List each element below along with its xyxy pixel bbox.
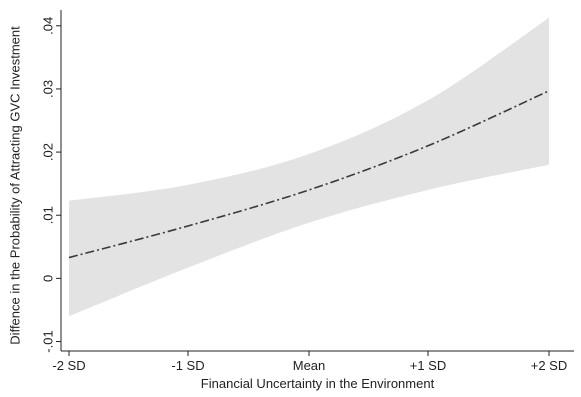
x-tick-label: +2 SD	[531, 358, 568, 373]
x-ticks: -2 SD -1 SD Mean +1 SD +2 SD	[52, 351, 567, 373]
y-tick-label: .03	[41, 80, 56, 98]
ci-band-layer	[69, 17, 549, 317]
y-ticks: -.01 0 .01 .02 .03 .04	[41, 17, 61, 353]
estimate-line	[68, 90, 550, 259]
y-tick-label: .04	[41, 17, 56, 35]
confidence-band	[69, 17, 549, 317]
series-layer	[68, 90, 550, 259]
y-tick-label: -.01	[41, 330, 56, 352]
x-tick-label: -1 SD	[171, 358, 204, 373]
x-axis-title: Financial Uncertainty in the Environment	[201, 376, 435, 391]
y-tick-label: .02	[41, 143, 56, 161]
y-tick-label: .01	[41, 206, 56, 224]
x-tick-label: Mean	[293, 358, 326, 373]
y-tick-label: 0	[41, 275, 56, 282]
x-tick-label: -2 SD	[52, 358, 85, 373]
x-tick-label: +1 SD	[410, 358, 447, 373]
axes	[60, 10, 574, 352]
y-axis-title: Diffence in the Probability of Attractin…	[8, 26, 23, 345]
